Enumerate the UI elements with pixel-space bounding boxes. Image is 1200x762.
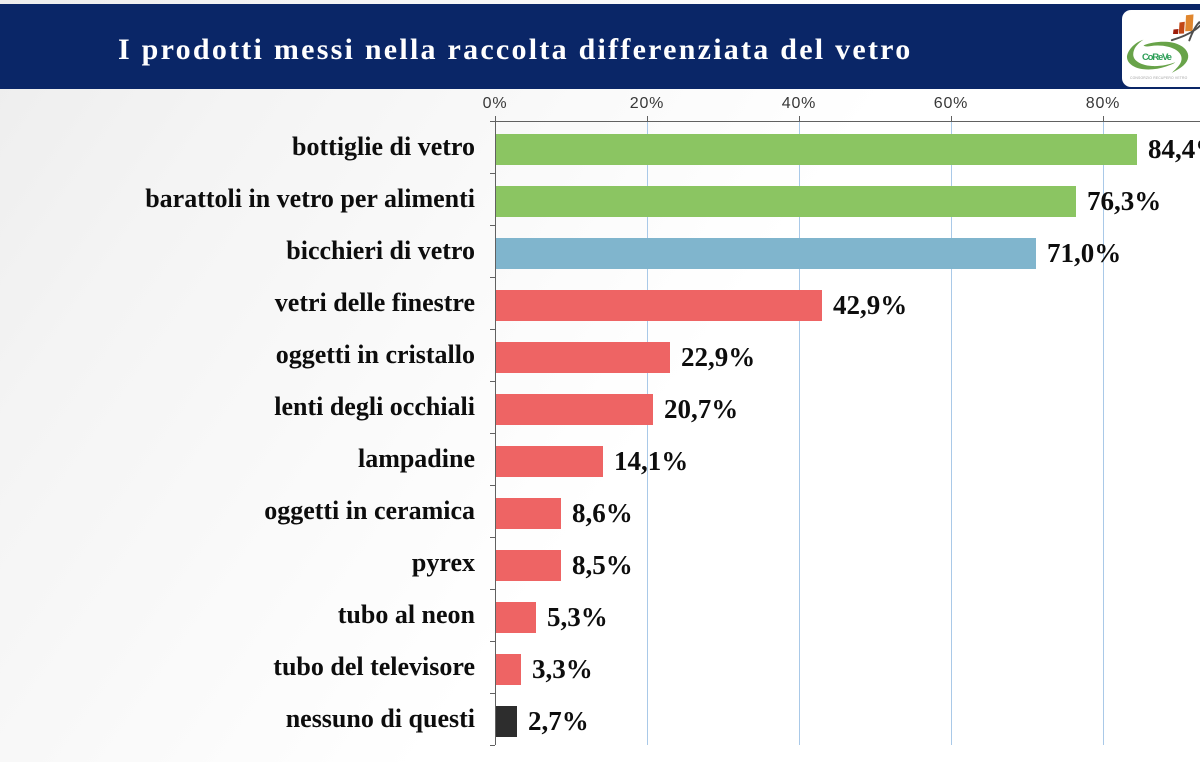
svg-text:CONSORZIO RECUPERO VETRO: CONSORZIO RECUPERO VETRO (1130, 76, 1188, 80)
svg-text:CoReVe: CoReVe (1142, 52, 1172, 63)
